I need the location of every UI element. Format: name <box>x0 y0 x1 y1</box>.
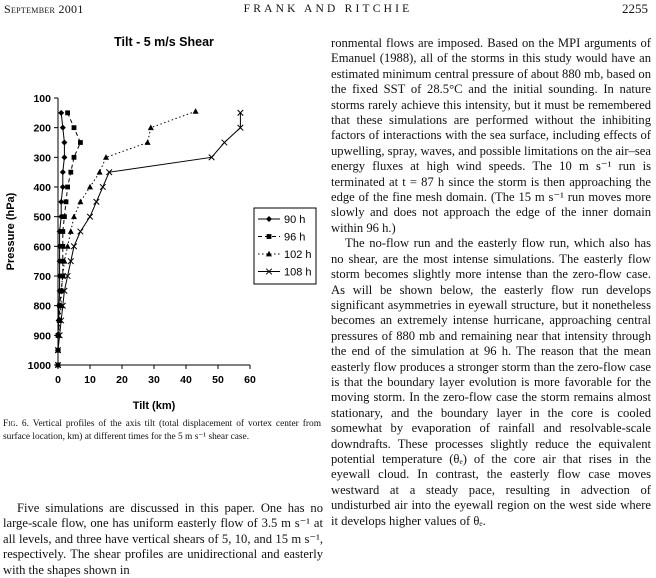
legend-entry: 90 h <box>284 214 305 226</box>
y-tick-label: 900 <box>33 330 51 342</box>
x-tick-label: 20 <box>116 374 128 386</box>
series-3-point <box>54 361 62 369</box>
series-3-point <box>59 302 66 309</box>
series-3-point <box>99 183 106 191</box>
y-tick-label: 400 <box>33 182 51 194</box>
x-tick-label: 60 <box>244 374 256 386</box>
x-tick-label: 0 <box>55 374 61 386</box>
series-3-point <box>54 347 62 354</box>
series-3-point <box>67 258 74 265</box>
series-3-point <box>208 154 215 161</box>
series-3-point <box>58 317 65 324</box>
y-tick-label: 1000 <box>28 360 52 372</box>
series-1-point <box>68 169 74 175</box>
series-1-point <box>62 214 67 220</box>
series-0-point <box>61 154 68 161</box>
series-1-point <box>63 199 69 205</box>
x-axis-label: Tilt (km) <box>133 400 176 412</box>
series-2-point <box>64 243 71 249</box>
series-2-point <box>147 124 154 131</box>
legend-entry: 96 h <box>284 232 305 244</box>
series-1-point <box>65 110 70 116</box>
series-line-1 <box>57 112 81 365</box>
figure-caption-text: Vertical profiles of the axis tilt (tota… <box>3 419 321 442</box>
series-1-point <box>78 140 83 145</box>
series-3-point <box>64 272 71 280</box>
y-tick-label: 200 <box>33 123 51 135</box>
page-number: 2255 <box>622 1 648 16</box>
legend-marker-2 <box>266 250 272 257</box>
series-2-point <box>192 108 199 114</box>
series-2-point <box>87 183 93 190</box>
series-3-point <box>93 198 100 205</box>
y-tick-label: 100 <box>33 93 51 105</box>
x-tick-label: 50 <box>212 374 224 386</box>
series-3-point <box>237 109 244 116</box>
series-2-point <box>67 228 74 234</box>
series-0-point <box>59 124 66 131</box>
running-header-date: September 2001 <box>4 2 84 16</box>
figure-caption-label: Fig. 6. <box>3 419 29 429</box>
series-3-point <box>56 332 63 339</box>
figure-caption: Fig. 6. Vertical profiles of the axis ti… <box>3 418 321 444</box>
y-tick-label: 300 <box>33 152 51 164</box>
y-tick-label: 700 <box>33 271 51 283</box>
legend-marker-3 <box>265 268 273 275</box>
series-0-point <box>58 198 65 205</box>
series-3-point <box>221 139 228 146</box>
series-2-point <box>61 257 68 264</box>
series-3-point <box>70 243 78 250</box>
chart-title: Tilt - 5 m/s Shear <box>114 35 214 49</box>
series-2-point <box>77 198 84 205</box>
series-1-point <box>60 229 66 234</box>
right-paragraph-2: The no-flow run and the easterly flow ru… <box>331 236 651 528</box>
series-2-point <box>96 168 103 175</box>
series-2-point <box>103 154 109 160</box>
right-column-text: ronmental flows are imposed. Based on th… <box>331 36 651 529</box>
series-2-point <box>59 272 66 279</box>
tilt-profile-chart: Tilt - 5 m/s Shear1002003004005006007008… <box>5 35 317 412</box>
legend-entry: 102 h <box>284 249 312 261</box>
series-line-2 <box>57 110 196 365</box>
series-line-3 <box>57 112 241 365</box>
series-1-point <box>71 154 77 160</box>
series-3-point <box>237 124 244 131</box>
series-3-point <box>106 169 113 176</box>
legend-marker-0 <box>266 216 272 222</box>
series-2-point <box>71 213 77 220</box>
series-3-point <box>61 287 68 294</box>
series-3-point <box>86 213 94 220</box>
series-3-point <box>77 228 84 235</box>
series-0-point <box>58 109 65 116</box>
series-1-point <box>71 125 77 131</box>
x-tick-label: 40 <box>180 374 192 386</box>
series-0-point <box>59 184 66 190</box>
y-tick-label: 600 <box>33 241 51 253</box>
series-0-point <box>59 169 66 176</box>
right-paragraph-1: ronmental flows are imposed. Based on th… <box>331 36 651 235</box>
series-1-point <box>65 184 70 190</box>
running-header-authors: FRANK AND RITCHIE <box>243 3 413 15</box>
series-2-point <box>144 139 151 145</box>
x-tick-label: 30 <box>148 374 160 386</box>
y-tick-label: 800 <box>33 301 51 313</box>
x-tick-label: 10 <box>84 374 96 386</box>
y-tick-label: 500 <box>33 212 51 224</box>
y-axis-label: Pressure (hPa) <box>5 192 17 270</box>
series-1-point <box>60 243 66 249</box>
series-0-point <box>61 139 68 146</box>
legend-marker-1 <box>266 234 272 239</box>
left-paragraph: Five simulations are discussed in this p… <box>3 501 323 577</box>
left-column-text: Five simulations are discussed in this p… <box>3 501 323 578</box>
legend-entry: 108 h <box>284 267 312 279</box>
